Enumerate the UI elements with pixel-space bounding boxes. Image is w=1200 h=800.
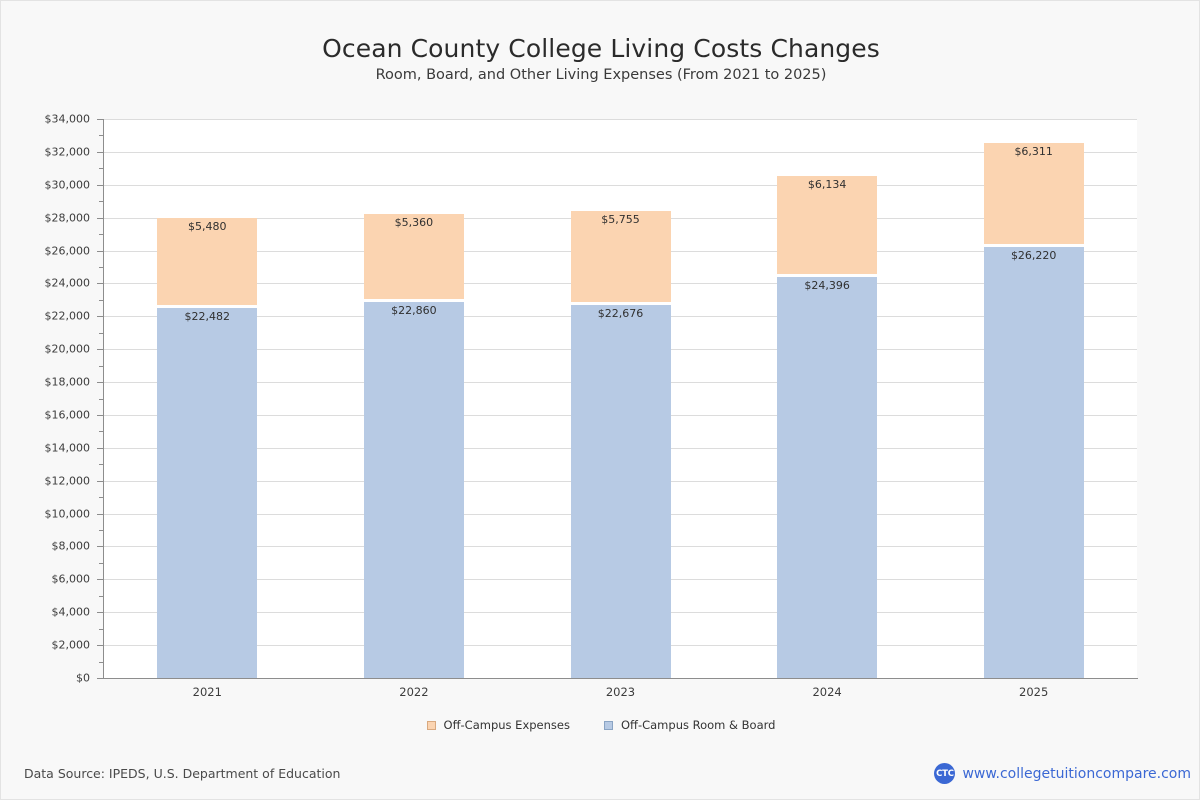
brand-link[interactable]: CTC www.collegetuitioncompare.com	[934, 763, 1191, 784]
y-axis-minor-tick	[99, 562, 103, 564]
y-axis-minor-tick	[99, 398, 103, 400]
y-axis-tick	[97, 579, 103, 581]
y-axis-label: $28,000	[44, 211, 91, 225]
y-axis-label: $2,000	[51, 638, 91, 652]
y-axis-minor-tick	[99, 431, 103, 433]
x-axis-label: 2024	[812, 685, 842, 699]
bar-segment-room-and-board[interactable]	[983, 246, 1084, 678]
y-axis-tick	[97, 414, 103, 416]
gridline	[104, 184, 1137, 186]
gridline	[104, 151, 1137, 153]
y-axis-tick	[97, 217, 103, 219]
y-axis-minor-tick	[99, 628, 103, 630]
y-axis-tick	[97, 612, 103, 614]
y-axis-label: $22,000	[44, 309, 91, 323]
chart-subtitle: Room, Board, and Other Living Expenses (…	[375, 67, 827, 83]
y-axis-minor-tick	[99, 464, 103, 466]
bar-value-label-room-and-board: $22,860	[391, 304, 437, 318]
bar-value-label-room-and-board: $22,482	[184, 310, 231, 324]
brand-url-label: www.collegetuitioncompare.com	[962, 765, 1191, 782]
y-axis-minor-tick	[99, 234, 103, 236]
y-axis-label: $12,000	[44, 474, 91, 488]
y-axis-tick	[97, 316, 103, 318]
y-axis-tick	[97, 546, 103, 548]
y-axis-tick	[97, 119, 103, 120]
y-axis-minor-tick	[99, 299, 103, 301]
bar-segment-room-and-board[interactable]	[570, 305, 671, 678]
y-axis-tick	[97, 480, 103, 482]
y-axis-minor-tick	[99, 530, 103, 532]
y-axis-tick	[97, 349, 103, 351]
y-axis-tick	[97, 184, 103, 186]
y-axis-label: $16,000	[44, 408, 91, 422]
legend-item-off-campus-expenses[interactable]: Off-Campus Expenses	[426, 718, 570, 732]
y-axis-label: $8,000	[51, 539, 91, 553]
bar-value-label-expenses: $6,134	[807, 178, 847, 192]
y-axis-label: $34,000	[44, 112, 91, 126]
bar-segment-expenses[interactable]	[983, 143, 1084, 244]
bar-value-label-expenses: $5,755	[601, 212, 640, 226]
y-axis-label: $24,000	[44, 276, 91, 290]
bar-value-label-room-and-board: $22,676	[597, 307, 644, 321]
bar-value-label-expenses: $5,480	[188, 220, 227, 234]
y-axis-minor-tick	[99, 266, 103, 268]
ctc-logo-icon: CTC	[934, 763, 956, 784]
x-axis-label: 2023	[605, 685, 636, 699]
y-axis-label: $30,000	[44, 178, 91, 192]
bar-value-label-room-and-board: $24,396	[804, 278, 850, 292]
bar-segment-room-and-board[interactable]	[363, 302, 464, 678]
bar-segment-expenses[interactable]	[570, 210, 671, 303]
y-axis-label: $20,000	[44, 342, 91, 356]
legend-swatch-icon	[426, 720, 436, 730]
x-axis-label: 2022	[399, 685, 429, 699]
bar-value-label-expenses: $5,360	[394, 216, 434, 230]
y-axis-tick	[97, 513, 103, 515]
legend-item-label: Off-Campus Expenses	[443, 718, 570, 732]
y-axis-line	[103, 119, 104, 679]
bar-segment-expenses[interactable]	[777, 176, 878, 274]
y-axis-label: $14,000	[44, 441, 91, 455]
y-axis-tick	[97, 283, 103, 285]
bar-value-label-expenses: $6,311	[1014, 145, 1053, 159]
data-source-note: Data Source: IPEDS, U.S. Department of E…	[24, 766, 341, 781]
bar-segment-room-and-board[interactable]	[157, 308, 258, 678]
bar-segment-expenses[interactable]	[157, 218, 258, 306]
y-axis-label: $32,000	[44, 145, 91, 159]
bar-segment-expenses[interactable]	[363, 214, 464, 300]
y-axis-minor-tick	[99, 201, 103, 203]
page-title: Ocean County College Living Costs Change…	[322, 34, 880, 63]
y-axis-tick	[97, 250, 103, 252]
bar-value-label-room-and-board: $26,220	[1010, 248, 1057, 262]
y-axis-label: $6,000	[51, 572, 91, 586]
bar-segment-room-and-board[interactable]	[777, 276, 878, 678]
y-axis-minor-tick	[99, 135, 103, 137]
y-axis-minor-tick	[99, 332, 103, 334]
y-axis-tick	[97, 645, 103, 647]
y-axis-label: $4,000	[51, 605, 91, 619]
legend-item-off-campus-room-and-board[interactable]: Off-Campus Room & Board	[603, 718, 776, 732]
legend-item-label: Off-Campus Room & Board	[620, 718, 776, 732]
y-axis-minor-tick	[99, 365, 103, 367]
gridline	[104, 119, 1137, 120]
x-axis-label: 2025	[1019, 685, 1049, 699]
y-axis-tick	[97, 447, 103, 449]
y-axis-label: $18,000	[44, 375, 91, 389]
y-axis-label: $0	[76, 671, 90, 685]
y-axis-minor-tick	[99, 168, 103, 170]
y-axis-label: $10,000	[44, 507, 91, 521]
y-axis-minor-tick	[99, 661, 103, 663]
chart-legend: Off-Campus Expenses Off-Campus Room & Bo…	[1, 718, 1200, 732]
y-axis-label: $26,000	[44, 244, 91, 258]
x-axis-line	[103, 678, 1138, 679]
x-axis-label: 2021	[192, 685, 222, 699]
y-axis-minor-tick	[99, 497, 103, 499]
legend-swatch-icon	[603, 720, 613, 730]
y-axis-tick	[97, 151, 103, 153]
y-axis-tick	[97, 382, 103, 384]
y-axis-minor-tick	[99, 595, 103, 597]
y-axis-tick	[97, 678, 103, 679]
